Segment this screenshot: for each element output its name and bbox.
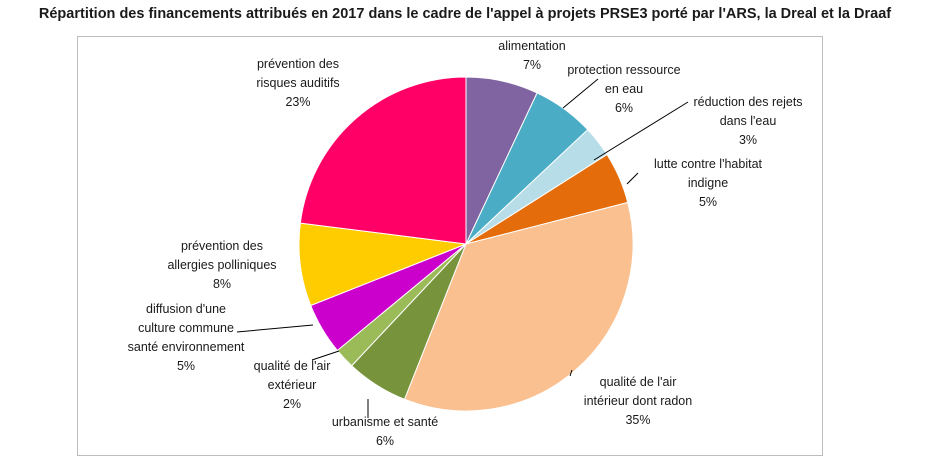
slice-label-line: prévention des (257, 57, 339, 71)
slice-label-line: protection ressource (567, 63, 680, 77)
slice-label-line: culture commune (138, 321, 234, 335)
slice-percent: 6% (615, 101, 633, 115)
slice-label-line: risques auditifs (256, 76, 339, 90)
slice-label: prévention des allergies polliniques 8% (167, 239, 276, 291)
slice-label-line: lutte contre l'habitat (654, 157, 763, 171)
slice-label: urbanisme et santé 6% (332, 415, 438, 448)
leader-line (311, 350, 340, 361)
slice-label: protection ressource en eau 6% (567, 63, 680, 115)
slice-label-line: urbanisme et santé (332, 415, 438, 429)
slice-label-line: intérieur dont radon (584, 394, 692, 408)
slice-label: qualité de l'air extérieur 2% (254, 359, 331, 411)
slice-label: lutte contre l'habitat indigne 5% (654, 157, 763, 209)
slice-label-line: diffusion d'une (146, 302, 226, 316)
leader-line (569, 369, 573, 377)
slice-label: qualité de l'air intérieur dont radon 35% (584, 375, 692, 427)
slice-percent: 5% (177, 359, 195, 373)
slice-label-line: alimentation (498, 39, 565, 53)
plot-area-frame (77, 36, 823, 456)
slice-label-line: prévention des (181, 239, 263, 253)
slice-label: réduction des rejets dans l'eau 3% (693, 95, 802, 147)
slice-percent: 23% (285, 95, 310, 109)
pie-slice (299, 76, 467, 245)
slice-label-line: allergies polliniques (167, 258, 276, 272)
slice-percent: 3% (739, 133, 757, 147)
slice-label-line: indigne (688, 176, 728, 190)
leader-line (593, 101, 689, 161)
slice-label: diffusion d'une culture commune santé envi… (128, 302, 245, 373)
slice-label-line: en eau (605, 82, 643, 96)
slice-percent: 5% (699, 195, 717, 209)
slice-label-line: extérieur (268, 378, 317, 392)
slice-percent: 8% (213, 277, 231, 291)
leader-line (562, 78, 599, 109)
slice-percent: 6% (376, 434, 394, 448)
slice-label-line: réduction des rejets (693, 95, 802, 109)
leader-line (236, 324, 314, 333)
slice-label-line: qualité de l'air (600, 375, 677, 389)
chart-title: Répartition des financements attribués e… (38, 6, 892, 22)
slice-label: prévention des risques auditifs 23% (256, 57, 339, 109)
slice-label-line: dans l'eau (720, 114, 777, 128)
slice-label-line: qualité de l'air (254, 359, 331, 373)
slice-label-line: santé environnement (128, 340, 245, 354)
leader-line (626, 172, 639, 185)
slice-label: alimentation 7% (498, 39, 565, 72)
pie-slice (403, 201, 634, 412)
slice-percent: 2% (283, 397, 301, 411)
slice-percent: 7% (523, 58, 541, 72)
slice-percent: 35% (625, 413, 650, 427)
